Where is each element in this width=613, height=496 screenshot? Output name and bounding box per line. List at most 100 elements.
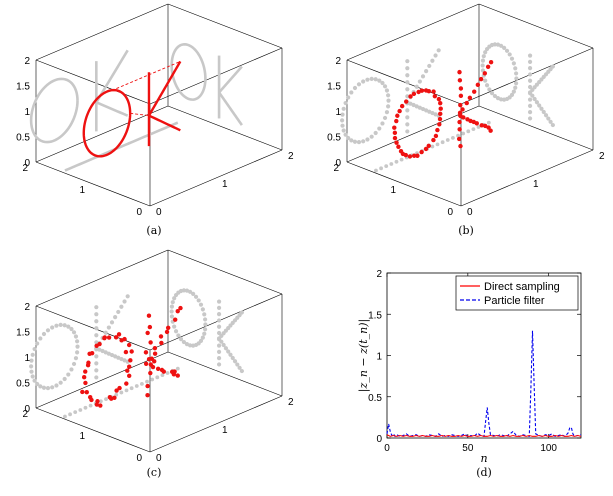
projection-point-right: [511, 61, 516, 66]
projection-point-floor: [129, 386, 134, 391]
projection-point-right: [173, 292, 179, 298]
trajectory-point: [117, 385, 122, 391]
projection-back-wall: [29, 77, 79, 144]
projection-point-floor: [88, 403, 93, 408]
z-tick-label: 0: [24, 158, 30, 169]
z-tick-label: 1.5: [16, 82, 30, 93]
trajectory-point: [158, 334, 164, 339]
projection-point-right: [550, 122, 555, 128]
trajectory-point: [94, 402, 100, 407]
projection-point-back: [94, 305, 99, 310]
projection-point-right: [527, 59, 533, 64]
trajectory-point: [89, 397, 94, 403]
projection-point-back: [346, 135, 351, 141]
trajectory-point: [84, 389, 89, 395]
projection-point-back: [62, 376, 67, 382]
projection-point-back: [341, 128, 346, 133]
projection-point-back: [116, 309, 121, 315]
projection-point-back: [382, 84, 388, 89]
projection-point-right: [532, 96, 537, 102]
projection-point-back: [69, 326, 74, 332]
projection-point-back: [382, 115, 388, 121]
trajectory-point: [80, 389, 85, 395]
y-tick-label: 2: [333, 163, 339, 174]
projection-point-back: [75, 344, 80, 349]
trajectory-point: [486, 125, 491, 130]
projection-point-back: [113, 354, 118, 359]
projection-point-floor: [73, 410, 78, 415]
trajectory-point: [129, 349, 134, 354]
trajectory-point: [457, 113, 463, 118]
projection-point-right: [216, 305, 222, 310]
projection-point-right: [169, 304, 175, 309]
projection-point-right: [239, 310, 244, 315]
box-edge: [167, 351, 283, 397]
projection-point-back: [384, 88, 390, 93]
projection-point-floor: [476, 125, 481, 129]
projection-point-back: [75, 339, 80, 344]
caption: (a): [146, 224, 161, 237]
projection-point-back: [361, 79, 366, 84]
trajectory-point: [145, 383, 150, 389]
projection-point-back: [30, 352, 35, 357]
projection-point-back: [414, 104, 419, 109]
projection-point-back: [369, 134, 374, 139]
projection-point-floor: [394, 159, 399, 164]
trajectory-point: [426, 143, 431, 149]
projection-point-back: [100, 348, 105, 354]
trajectory-point: [89, 350, 95, 356]
box-edge: [167, 3, 283, 49]
projection-point-back: [66, 372, 71, 377]
projection-point-floor: [150, 377, 155, 382]
trajectory-connector: [116, 61, 181, 90]
projection-point-right: [193, 294, 199, 299]
projection-point-floor: [124, 388, 129, 393]
projection-point-right: [504, 48, 510, 53]
trajectory-point: [148, 370, 153, 376]
projection-point-back: [71, 330, 77, 335]
projection-point-back: [377, 126, 382, 131]
projection-point-right: [509, 56, 515, 61]
projection-point-back: [373, 130, 378, 136]
legend: Direct sampling Particle filter: [455, 275, 579, 311]
z-tick-label: 2: [24, 302, 30, 313]
trajectory-point: [392, 130, 398, 136]
projection-point-right: [191, 291, 196, 297]
projection-point-back: [356, 139, 362, 145]
projection-point-right: [198, 302, 204, 307]
projection-point-right: [178, 337, 184, 342]
y-tick-label: 1.5: [368, 310, 382, 321]
trajectory-point: [394, 140, 399, 145]
projection-point-back: [94, 312, 99, 317]
projection-point-floor: [63, 414, 67, 419]
projection-point-right: [235, 362, 240, 367]
trajectory-point: [143, 350, 149, 355]
box-edge: [478, 3, 594, 49]
projection-point-back: [97, 347, 102, 352]
projection-point-back: [386, 93, 391, 98]
x-tick-label: 100: [540, 443, 557, 454]
projection-point-back: [58, 380, 63, 385]
projection-point-right: [216, 318, 222, 323]
projection-point-right: [513, 85, 518, 90]
projection-point-back: [365, 137, 370, 142]
projection-point-back: [125, 294, 130, 299]
projection-point-back: [116, 355, 121, 360]
caption: (c): [147, 466, 162, 479]
trajectory-point: [433, 133, 439, 139]
projection-point-right: [530, 93, 535, 98]
box-edge: [149, 47, 283, 105]
projection-point-right: [216, 336, 222, 341]
projection-point-floor: [145, 379, 149, 384]
trajectory-point: [438, 100, 443, 106]
projection-point-right: [237, 365, 242, 370]
trajectory-point: [148, 340, 153, 345]
legend-label-particle: Particle filter: [484, 295, 545, 307]
trajectory-point: [438, 111, 443, 117]
projection-point-right: [484, 46, 490, 52]
x-tick-label: 1: [222, 425, 228, 436]
z-tick-label: 0.5: [327, 133, 341, 144]
projection-point-back: [29, 358, 34, 363]
trajectory-point: [123, 349, 129, 355]
